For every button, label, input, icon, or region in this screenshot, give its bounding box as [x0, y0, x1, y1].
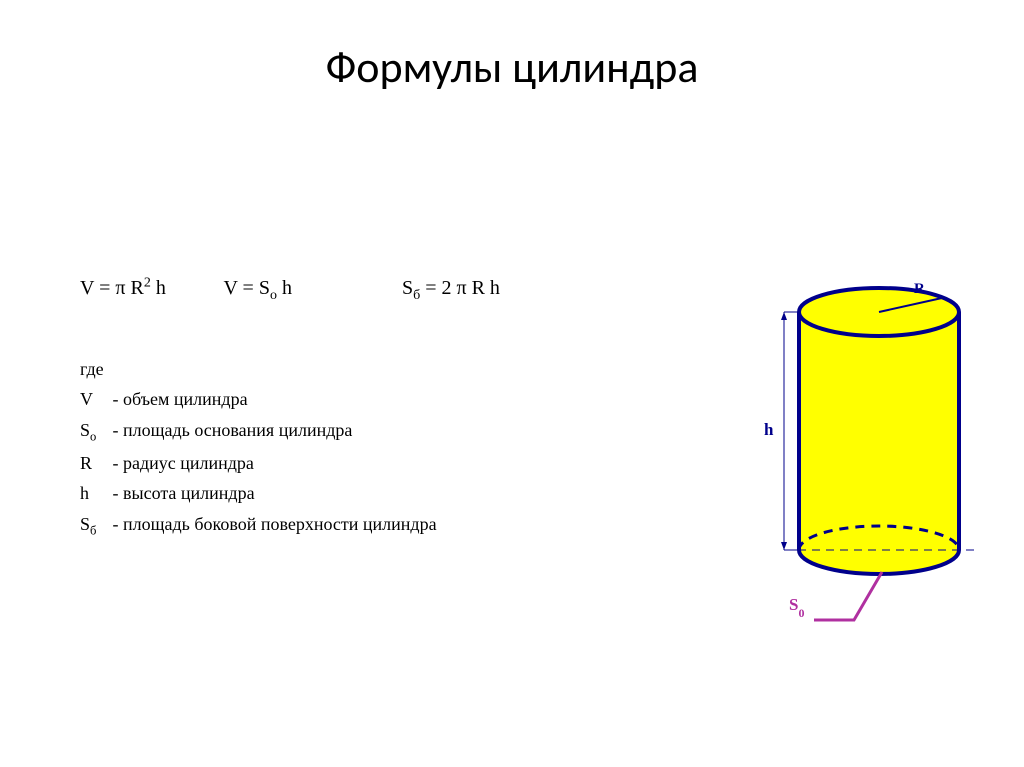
f2-lhs: V	[223, 277, 237, 299]
legend-where: где	[80, 354, 600, 385]
legend-symbol: V	[80, 384, 108, 415]
legend-symbol: h	[80, 478, 108, 509]
legend-symbol: Sо	[80, 415, 108, 448]
f3-rhs: = 2 π R h	[420, 277, 500, 299]
legend-desc: - площадь боковой поверхности цилиндра	[108, 514, 437, 534]
f2-tail: h	[277, 277, 292, 299]
legend-row: Sо - площадь основания цилиндра	[80, 415, 600, 448]
formula-3: Sб = 2 π R h	[402, 277, 500, 299]
legend-row: Sб - площадь боковой поверхности цилиндр…	[80, 509, 600, 542]
legend: где V - объем цилиндраSо - площадь основ…	[80, 354, 600, 542]
f3-lhs: S	[402, 277, 413, 299]
legend-desc: - высота цилиндра	[108, 483, 255, 503]
legend-row: h - высота цилиндра	[80, 478, 600, 509]
f1-lhs: V	[80, 277, 94, 299]
f1-rhs-pre: = π R	[94, 277, 144, 299]
svg-text:h: h	[764, 420, 774, 439]
page-title: Формулы цилиндра	[0, 0, 1024, 94]
formula-1: V = π R2 h	[80, 277, 171, 299]
legend-desc: - площадь основания цилиндра	[108, 420, 352, 440]
legend-desc: - объем цилиндра	[108, 389, 248, 409]
legend-row: R - радиус цилиндра	[80, 448, 600, 479]
legend-symbol: R	[80, 448, 108, 479]
f1-sup: 2	[144, 275, 151, 290]
legend-row: V - объем цилиндра	[80, 384, 600, 415]
formulas-row: V = π R2 h V = Sо h Sб = 2 π R h	[80, 275, 600, 304]
f2-eq: = S	[238, 277, 270, 299]
legend-desc: - радиус цилиндра	[108, 453, 254, 473]
formula-2: V = Sо h	[223, 277, 297, 299]
svg-text:S0: S0	[789, 595, 804, 620]
f1-tail: h	[151, 277, 166, 299]
svg-text:R: R	[914, 281, 925, 297]
f2-sub: о	[270, 288, 277, 303]
formulas-panel: V = π R2 h V = Sо h Sб = 2 π R h где V -…	[80, 275, 600, 542]
cylinder-diagram: Rh S0	[684, 260, 984, 640]
legend-symbol: Sб	[80, 509, 108, 542]
